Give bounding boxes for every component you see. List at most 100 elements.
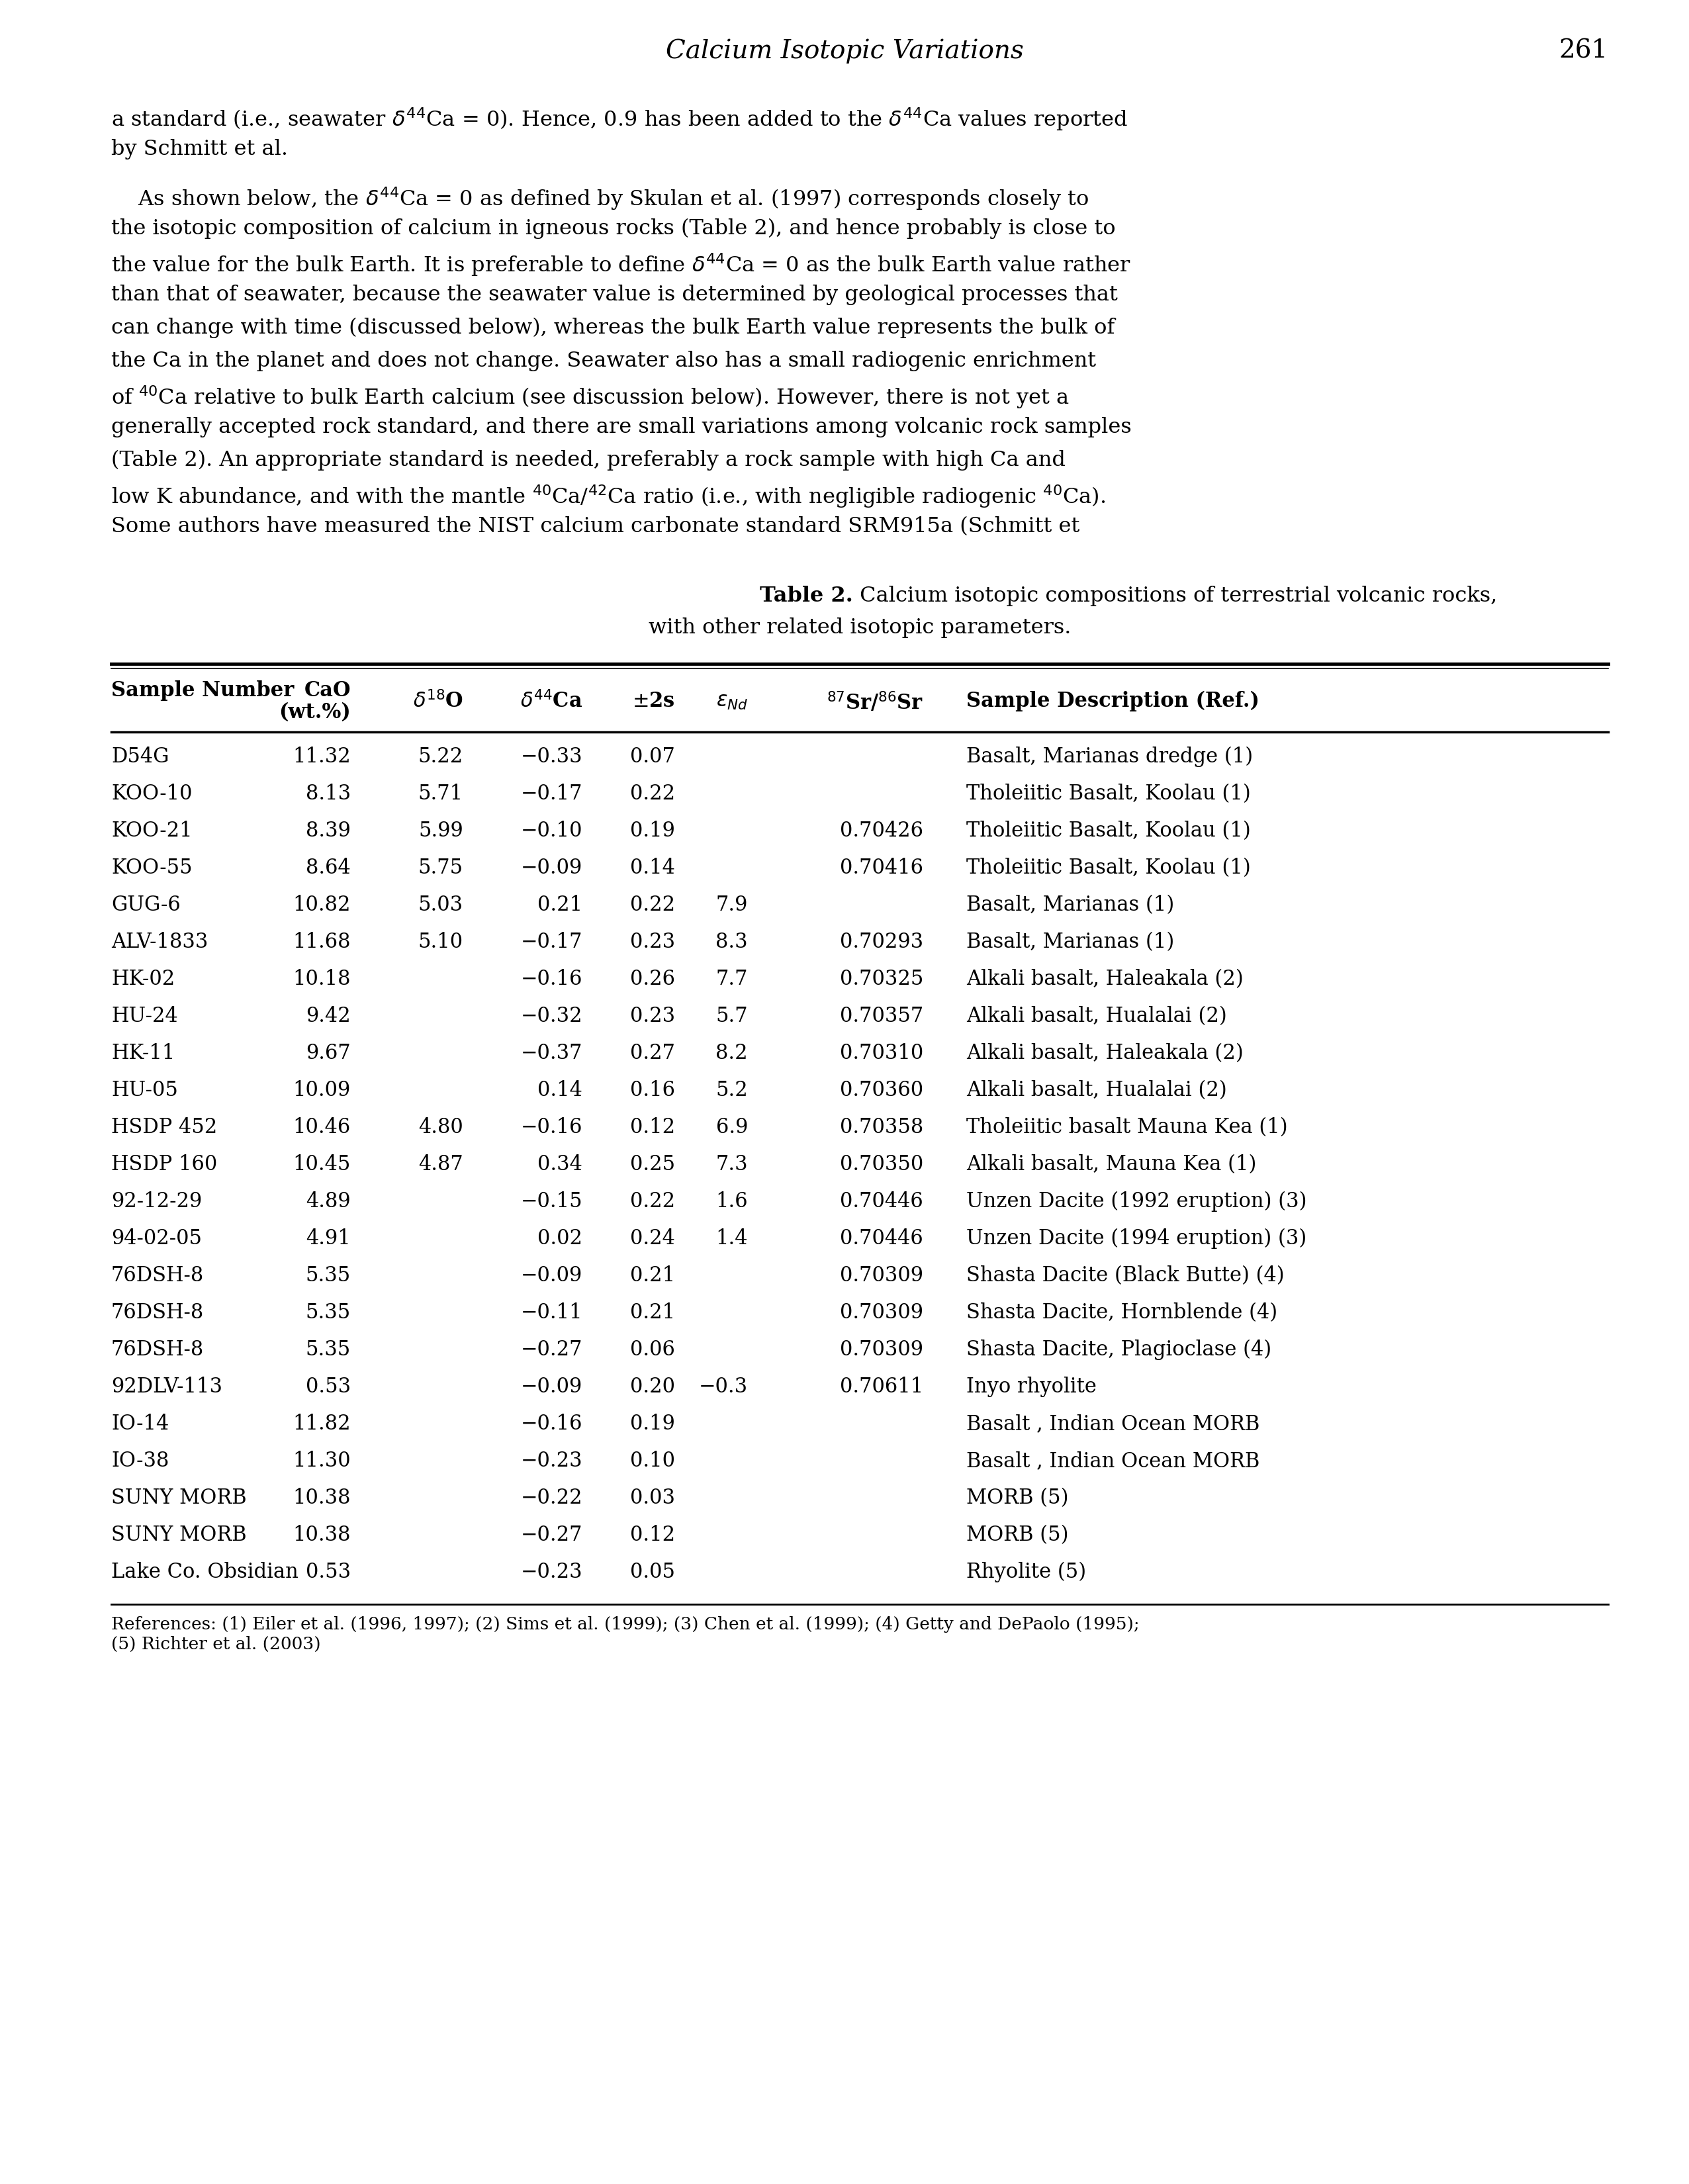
Text: −0.17: −0.17 bbox=[520, 933, 583, 952]
Text: 7.9: 7.9 bbox=[716, 895, 748, 915]
Text: 0.26: 0.26 bbox=[630, 970, 676, 989]
Text: 0.53: 0.53 bbox=[306, 1562, 351, 1583]
Text: Alkali basalt, Hualalai (2): Alkali basalt, Hualalai (2) bbox=[966, 1081, 1226, 1101]
Text: HU-05: HU-05 bbox=[111, 1081, 177, 1101]
Text: MORB (5): MORB (5) bbox=[966, 1524, 1069, 1546]
Text: 0.02: 0.02 bbox=[537, 1227, 583, 1249]
Text: 0.25: 0.25 bbox=[630, 1153, 676, 1175]
Text: 0.24: 0.24 bbox=[630, 1227, 676, 1249]
Text: 94-02-05: 94-02-05 bbox=[111, 1227, 203, 1249]
Text: 0.19: 0.19 bbox=[630, 821, 676, 841]
Text: −0.23: −0.23 bbox=[520, 1450, 583, 1472]
Text: 0.70309: 0.70309 bbox=[839, 1302, 924, 1324]
Text: SUNY MORB: SUNY MORB bbox=[111, 1487, 247, 1509]
Text: 9.67: 9.67 bbox=[306, 1044, 351, 1064]
Text: CaO: CaO bbox=[304, 681, 351, 701]
Text: 0.21: 0.21 bbox=[630, 1265, 676, 1286]
Text: 0.70350: 0.70350 bbox=[839, 1153, 924, 1175]
Text: 10.46: 10.46 bbox=[292, 1118, 351, 1138]
Text: Unzen Dacite (1994 eruption) (3): Unzen Dacite (1994 eruption) (3) bbox=[966, 1227, 1307, 1249]
Text: can change with time (discussed below), whereas the bulk Earth value represents : can change with time (discussed below), … bbox=[111, 317, 1115, 339]
Text: $\varepsilon_{Nd}$: $\varepsilon_{Nd}$ bbox=[716, 690, 748, 712]
Text: HSDP 160: HSDP 160 bbox=[111, 1153, 218, 1175]
Text: −0.11: −0.11 bbox=[520, 1302, 583, 1324]
Text: −0.09: −0.09 bbox=[520, 858, 583, 878]
Text: −0.16: −0.16 bbox=[520, 970, 583, 989]
Text: 5.35: 5.35 bbox=[306, 1339, 351, 1361]
Text: 0.22: 0.22 bbox=[630, 1190, 676, 1212]
Text: (Table 2). An appropriate standard is needed, preferably a rock sample with high: (Table 2). An appropriate standard is ne… bbox=[111, 450, 1066, 472]
Text: 7.3: 7.3 bbox=[716, 1153, 748, 1175]
Text: 6.9: 6.9 bbox=[716, 1118, 748, 1138]
Text: SUNY MORB: SUNY MORB bbox=[111, 1524, 247, 1546]
Text: 8.2: 8.2 bbox=[716, 1044, 748, 1064]
Text: 0.07: 0.07 bbox=[630, 747, 676, 767]
Text: Table 2.: Table 2. bbox=[760, 585, 853, 607]
Text: −0.16: −0.16 bbox=[520, 1118, 583, 1138]
Text: HU-24: HU-24 bbox=[111, 1007, 177, 1026]
Text: 0.20: 0.20 bbox=[630, 1376, 676, 1398]
Text: 0.23: 0.23 bbox=[630, 933, 676, 952]
Text: 0.70357: 0.70357 bbox=[839, 1007, 924, 1026]
Text: −0.3: −0.3 bbox=[699, 1376, 748, 1398]
Text: IO-14: IO-14 bbox=[111, 1413, 169, 1435]
Text: KOO-55: KOO-55 bbox=[111, 858, 193, 878]
Text: KOO-21: KOO-21 bbox=[111, 821, 193, 841]
Text: $\delta^{44}$Ca: $\delta^{44}$Ca bbox=[520, 690, 583, 712]
Text: Shasta Dacite, Hornblende (4): Shasta Dacite, Hornblende (4) bbox=[966, 1302, 1277, 1324]
Text: 0.53: 0.53 bbox=[306, 1376, 351, 1398]
Text: 261: 261 bbox=[1559, 39, 1608, 63]
Text: 0.70293: 0.70293 bbox=[839, 933, 924, 952]
Text: Rhyolite (5): Rhyolite (5) bbox=[966, 1562, 1086, 1583]
Text: HK-11: HK-11 bbox=[111, 1044, 176, 1064]
Text: 0.12: 0.12 bbox=[630, 1118, 676, 1138]
Text: 0.21: 0.21 bbox=[537, 895, 583, 915]
Text: by Schmitt et al.: by Schmitt et al. bbox=[111, 140, 287, 159]
Text: 76DSH-8: 76DSH-8 bbox=[111, 1302, 204, 1324]
Text: low K abundance, and with the mantle $^{40}$Ca/$^{42}$Ca ratio (i.e., with negli: low K abundance, and with the mantle $^{… bbox=[111, 483, 1106, 509]
Text: 0.21: 0.21 bbox=[630, 1302, 676, 1324]
Text: −0.23: −0.23 bbox=[520, 1562, 583, 1583]
Text: 5.35: 5.35 bbox=[306, 1302, 351, 1324]
Text: Lake Co. Obsidian: Lake Co. Obsidian bbox=[111, 1562, 299, 1583]
Text: 9.42: 9.42 bbox=[306, 1007, 351, 1026]
Text: 8.39: 8.39 bbox=[306, 821, 351, 841]
Text: 76DSH-8: 76DSH-8 bbox=[111, 1265, 204, 1286]
Text: 0.14: 0.14 bbox=[630, 858, 676, 878]
Text: Tholeiitic Basalt, Koolau (1): Tholeiitic Basalt, Koolau (1) bbox=[966, 858, 1250, 878]
Text: 0.06: 0.06 bbox=[630, 1339, 676, 1361]
Text: Tholeiitic basalt Mauna Kea (1): Tholeiitic basalt Mauna Kea (1) bbox=[966, 1118, 1287, 1138]
Text: IO-38: IO-38 bbox=[111, 1450, 169, 1472]
Text: 11.82: 11.82 bbox=[292, 1413, 351, 1435]
Text: 5.99: 5.99 bbox=[419, 821, 463, 841]
Text: $^{87}$Sr/$^{86}$Sr: $^{87}$Sr/$^{86}$Sr bbox=[826, 690, 924, 714]
Text: −0.09: −0.09 bbox=[520, 1265, 583, 1286]
Text: 0.12: 0.12 bbox=[630, 1524, 676, 1546]
Text: with other related isotopic parameters.: with other related isotopic parameters. bbox=[649, 618, 1071, 638]
Text: References: (1) Eiler et al. (1996, 1997); (2) Sims et al. (1999); (3) Chen et a: References: (1) Eiler et al. (1996, 1997… bbox=[111, 1616, 1140, 1634]
Text: 4.91: 4.91 bbox=[306, 1227, 351, 1249]
Text: Unzen Dacite (1992 eruption) (3): Unzen Dacite (1992 eruption) (3) bbox=[966, 1190, 1307, 1212]
Text: Basalt, Marianas dredge (1): Basalt, Marianas dredge (1) bbox=[966, 747, 1253, 767]
Text: Shasta Dacite (Black Butte) (4): Shasta Dacite (Black Butte) (4) bbox=[966, 1265, 1284, 1286]
Text: 0.16: 0.16 bbox=[630, 1081, 676, 1101]
Text: 92DLV-113: 92DLV-113 bbox=[111, 1376, 223, 1398]
Text: the isotopic composition of calcium in igneous rocks (Table 2), and hence probab: the isotopic composition of calcium in i… bbox=[111, 218, 1116, 238]
Text: $\delta^{18}$O: $\delta^{18}$O bbox=[412, 690, 463, 712]
Text: 0.27: 0.27 bbox=[630, 1044, 676, 1064]
Text: −0.22: −0.22 bbox=[520, 1487, 583, 1509]
Text: −0.17: −0.17 bbox=[520, 784, 583, 804]
Text: 0.70358: 0.70358 bbox=[839, 1118, 924, 1138]
Text: 92-12-29: 92-12-29 bbox=[111, 1190, 203, 1212]
Text: 0.19: 0.19 bbox=[630, 1413, 676, 1435]
Text: Alkali basalt, Haleakala (2): Alkali basalt, Haleakala (2) bbox=[966, 970, 1243, 989]
Text: 7.7: 7.7 bbox=[716, 970, 748, 989]
Text: (wt.%): (wt.%) bbox=[279, 703, 351, 723]
Text: Basalt , Indian Ocean MORB: Basalt , Indian Ocean MORB bbox=[966, 1450, 1260, 1472]
Text: −0.32: −0.32 bbox=[520, 1007, 583, 1026]
Text: 1.6: 1.6 bbox=[716, 1190, 748, 1212]
Text: 10.38: 10.38 bbox=[292, 1524, 351, 1546]
Text: HSDP 452: HSDP 452 bbox=[111, 1118, 218, 1138]
Text: Basalt, Marianas (1): Basalt, Marianas (1) bbox=[966, 895, 1174, 915]
Text: 10.18: 10.18 bbox=[292, 970, 351, 989]
